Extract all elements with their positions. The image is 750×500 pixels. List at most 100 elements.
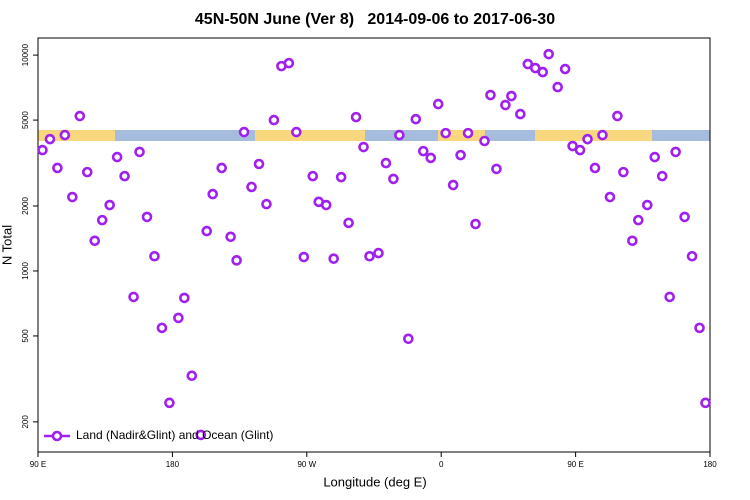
y-tick-label: 1000: [21, 262, 30, 280]
data-point: [37, 144, 48, 156]
x-tick-label: 0: [439, 460, 444, 469]
legend-symbol: [51, 430, 63, 442]
plot-frame: [37, 37, 711, 453]
data-point: [216, 162, 227, 174]
data-point: [479, 135, 490, 147]
data-point: [670, 146, 681, 158]
data-point: [364, 250, 375, 262]
data-point: [298, 251, 310, 263]
data-point: [656, 170, 668, 182]
ocean-strip: [115, 130, 255, 141]
data-point: [179, 292, 190, 304]
data-point: [649, 151, 661, 163]
data-point: [582, 133, 593, 145]
data-point: [529, 62, 541, 74]
y-tick-label: 5000: [21, 111, 30, 129]
chart-title: 45N-50N June (Ver 8) 2014-09-06 to 2017-…: [195, 11, 555, 28]
data-point: [111, 151, 123, 163]
x-tick-label: 90 E: [30, 460, 46, 469]
data-point: [335, 171, 347, 183]
y-tick-label: 200: [21, 415, 30, 429]
data-point: [328, 253, 339, 264]
data-point: [589, 162, 601, 174]
data-point: [440, 127, 451, 139]
data-point: [104, 199, 115, 211]
data-point: [268, 114, 280, 126]
data-point: [633, 214, 644, 226]
data-point: [417, 145, 429, 157]
ocean-strip: [652, 130, 710, 141]
data-point: [201, 225, 213, 237]
data-point: [350, 111, 362, 123]
data-point: [574, 144, 586, 156]
legend-label: Land (Nadir&Glint) and Ocean (Glint): [76, 428, 273, 442]
data-point: [618, 166, 629, 178]
data-point: [641, 199, 653, 211]
data-point: [403, 333, 414, 345]
data-point: [515, 108, 526, 120]
data-point: [694, 322, 705, 334]
data-point: [246, 181, 257, 193]
data-point: [686, 250, 698, 262]
data-point: [664, 291, 675, 303]
data-point: [455, 149, 466, 161]
x-tick-label: 90 E: [567, 460, 583, 469]
data-point: [604, 191, 616, 203]
data-point: [500, 99, 511, 111]
data-point: [253, 158, 265, 170]
x-tick-label: 180: [703, 460, 717, 469]
legend: Land (Nadir&Glint) and Ocean (Glint): [44, 428, 273, 442]
data-point: [700, 397, 711, 409]
data-point: [307, 170, 319, 182]
data-point: [358, 141, 369, 153]
data-point: [380, 157, 392, 169]
data-point: [506, 90, 517, 102]
x-tick-label: 90 W: [297, 460, 316, 469]
land-ocean-band: [38, 130, 710, 141]
data-point: [283, 57, 295, 69]
data-point: [156, 322, 168, 334]
data-point: [410, 113, 422, 125]
data-point: [543, 48, 555, 60]
data-point: [225, 231, 236, 243]
y-tick-label: 10000: [21, 43, 30, 66]
data-point: [612, 110, 623, 122]
data-point: [231, 255, 242, 266]
data-point: [597, 129, 608, 141]
data-point: [388, 173, 399, 185]
data-point: [141, 211, 153, 223]
data-point: [164, 397, 175, 409]
data-point: [447, 179, 459, 191]
data-point: [320, 199, 332, 211]
data-point: [291, 126, 302, 138]
data-point: [425, 152, 437, 164]
data-point: [394, 129, 405, 141]
data-point: [119, 170, 130, 182]
data-point: [679, 211, 690, 223]
y-tick-label: 2000: [21, 197, 30, 215]
data-point: [552, 81, 563, 93]
data-point: [44, 133, 56, 145]
data-point: [149, 250, 160, 262]
data-point: [128, 291, 139, 303]
data-point: [59, 129, 71, 141]
x-tick-label: 180: [166, 460, 180, 469]
y-tick-label: 500: [21, 329, 30, 343]
data-point: [81, 166, 93, 178]
data-point: [373, 247, 384, 259]
data-point: [195, 429, 207, 441]
data-point: [537, 66, 549, 78]
data-point: [567, 140, 578, 152]
data-point: [173, 312, 184, 324]
data-point: [238, 126, 250, 138]
data-point: [74, 110, 86, 122]
data-point: [186, 370, 198, 382]
data-point: [96, 214, 108, 226]
data-point: [67, 191, 78, 203]
data-point: [491, 163, 502, 175]
ocean-strip: [485, 130, 535, 141]
y-axis-label: N Total: [0, 225, 14, 265]
data-point: [343, 217, 354, 229]
data-point: [261, 198, 272, 210]
